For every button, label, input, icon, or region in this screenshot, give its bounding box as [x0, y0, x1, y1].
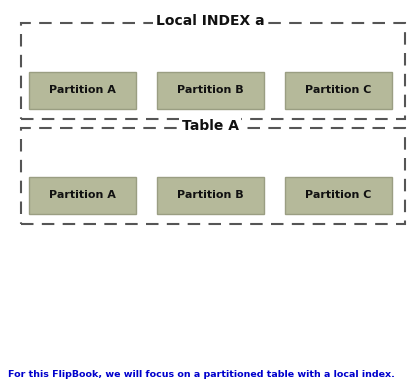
FancyBboxPatch shape: [157, 177, 264, 214]
Text: Partition B: Partition B: [177, 86, 244, 95]
FancyBboxPatch shape: [157, 72, 264, 109]
Text: Partition C: Partition C: [305, 86, 372, 95]
FancyBboxPatch shape: [285, 177, 392, 214]
FancyBboxPatch shape: [285, 72, 392, 109]
Text: Partition B: Partition B: [177, 191, 244, 200]
Text: Partition A: Partition A: [49, 191, 116, 200]
Text: Local INDEX a: Local INDEX a: [156, 14, 264, 28]
Bar: [21, 128, 405, 224]
Bar: [21, 23, 405, 119]
FancyBboxPatch shape: [29, 72, 136, 109]
Text: Table A: Table A: [181, 119, 239, 133]
FancyBboxPatch shape: [29, 177, 136, 214]
Text: Partition C: Partition C: [305, 191, 372, 200]
Text: For this FlipBook, we will focus on a partitioned table with a local index.: For this FlipBook, we will focus on a pa…: [8, 370, 395, 379]
Text: Partition A: Partition A: [49, 86, 116, 95]
